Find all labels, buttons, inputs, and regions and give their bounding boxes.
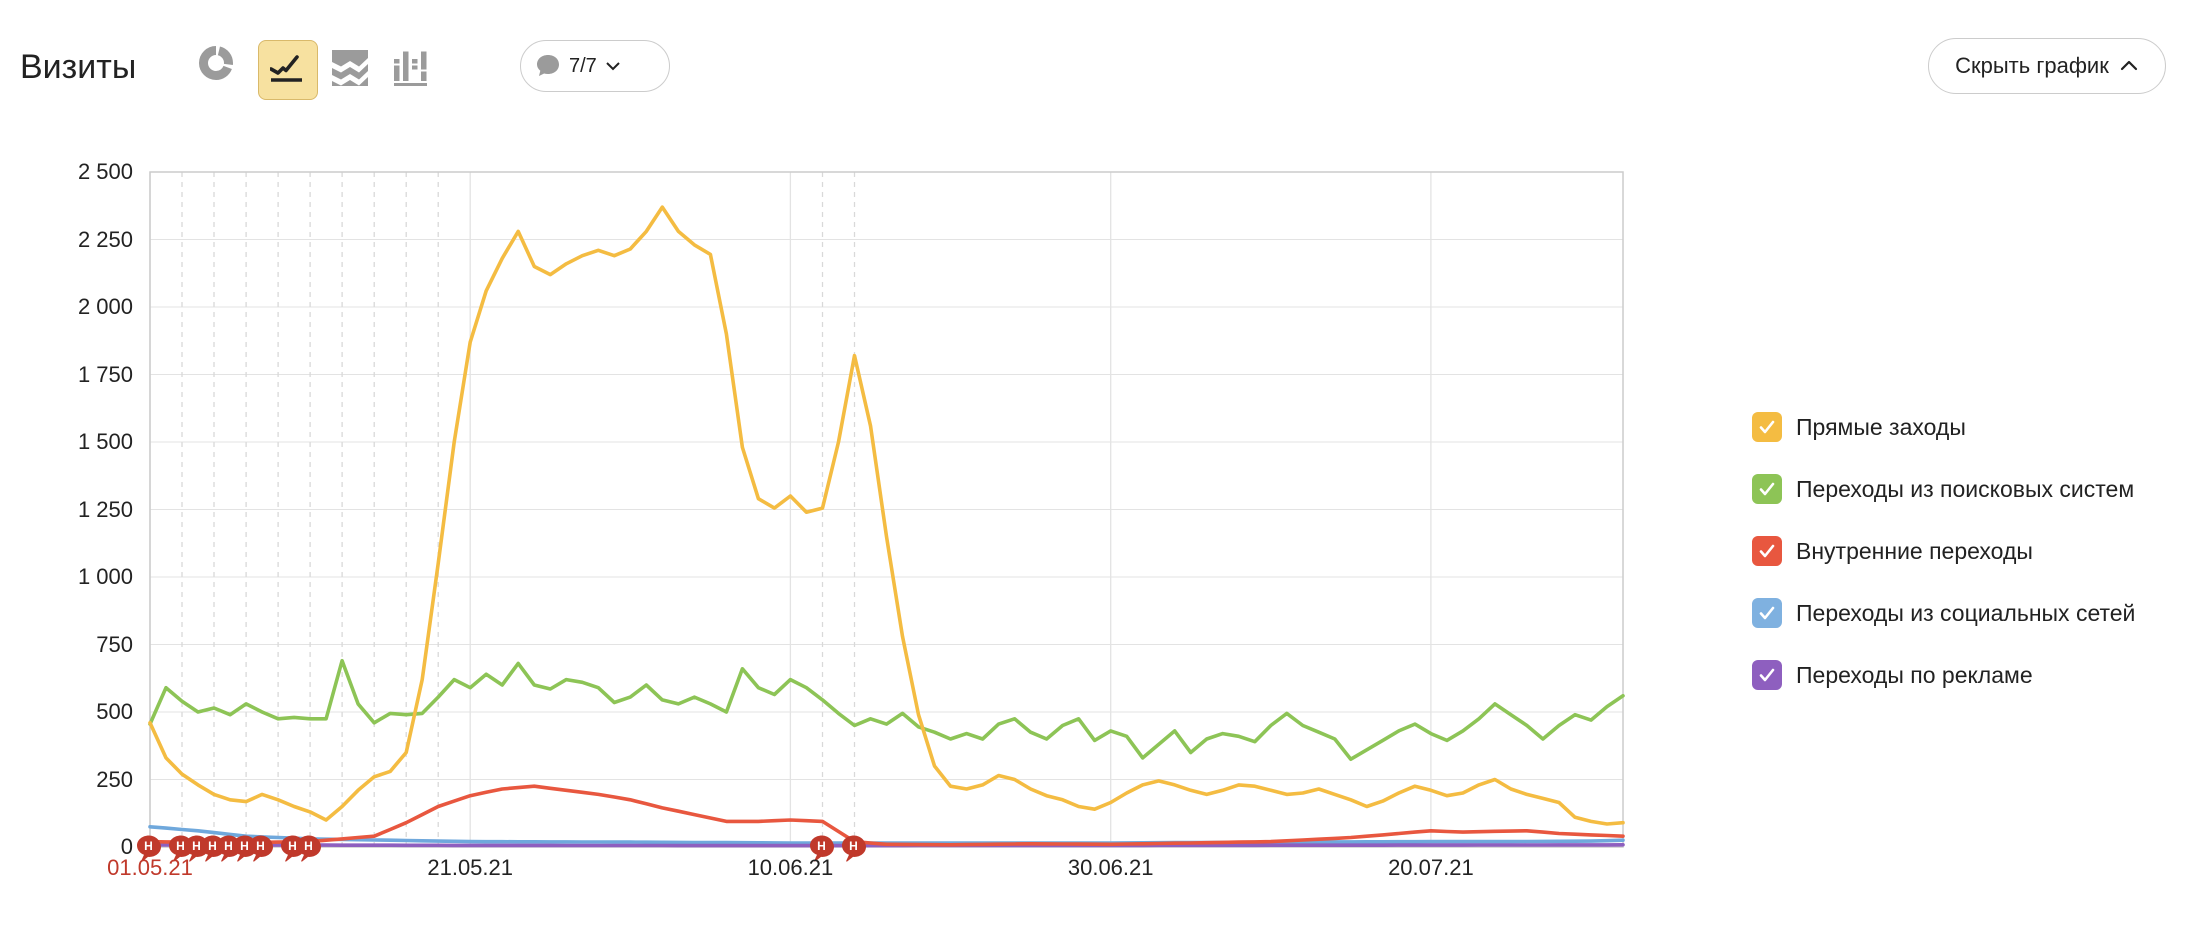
svg-text:H: H bbox=[849, 839, 858, 853]
svg-text:H: H bbox=[304, 839, 313, 853]
svg-text:H: H bbox=[144, 839, 153, 853]
svg-text:H: H bbox=[256, 839, 265, 853]
svg-text:H: H bbox=[817, 839, 826, 853]
